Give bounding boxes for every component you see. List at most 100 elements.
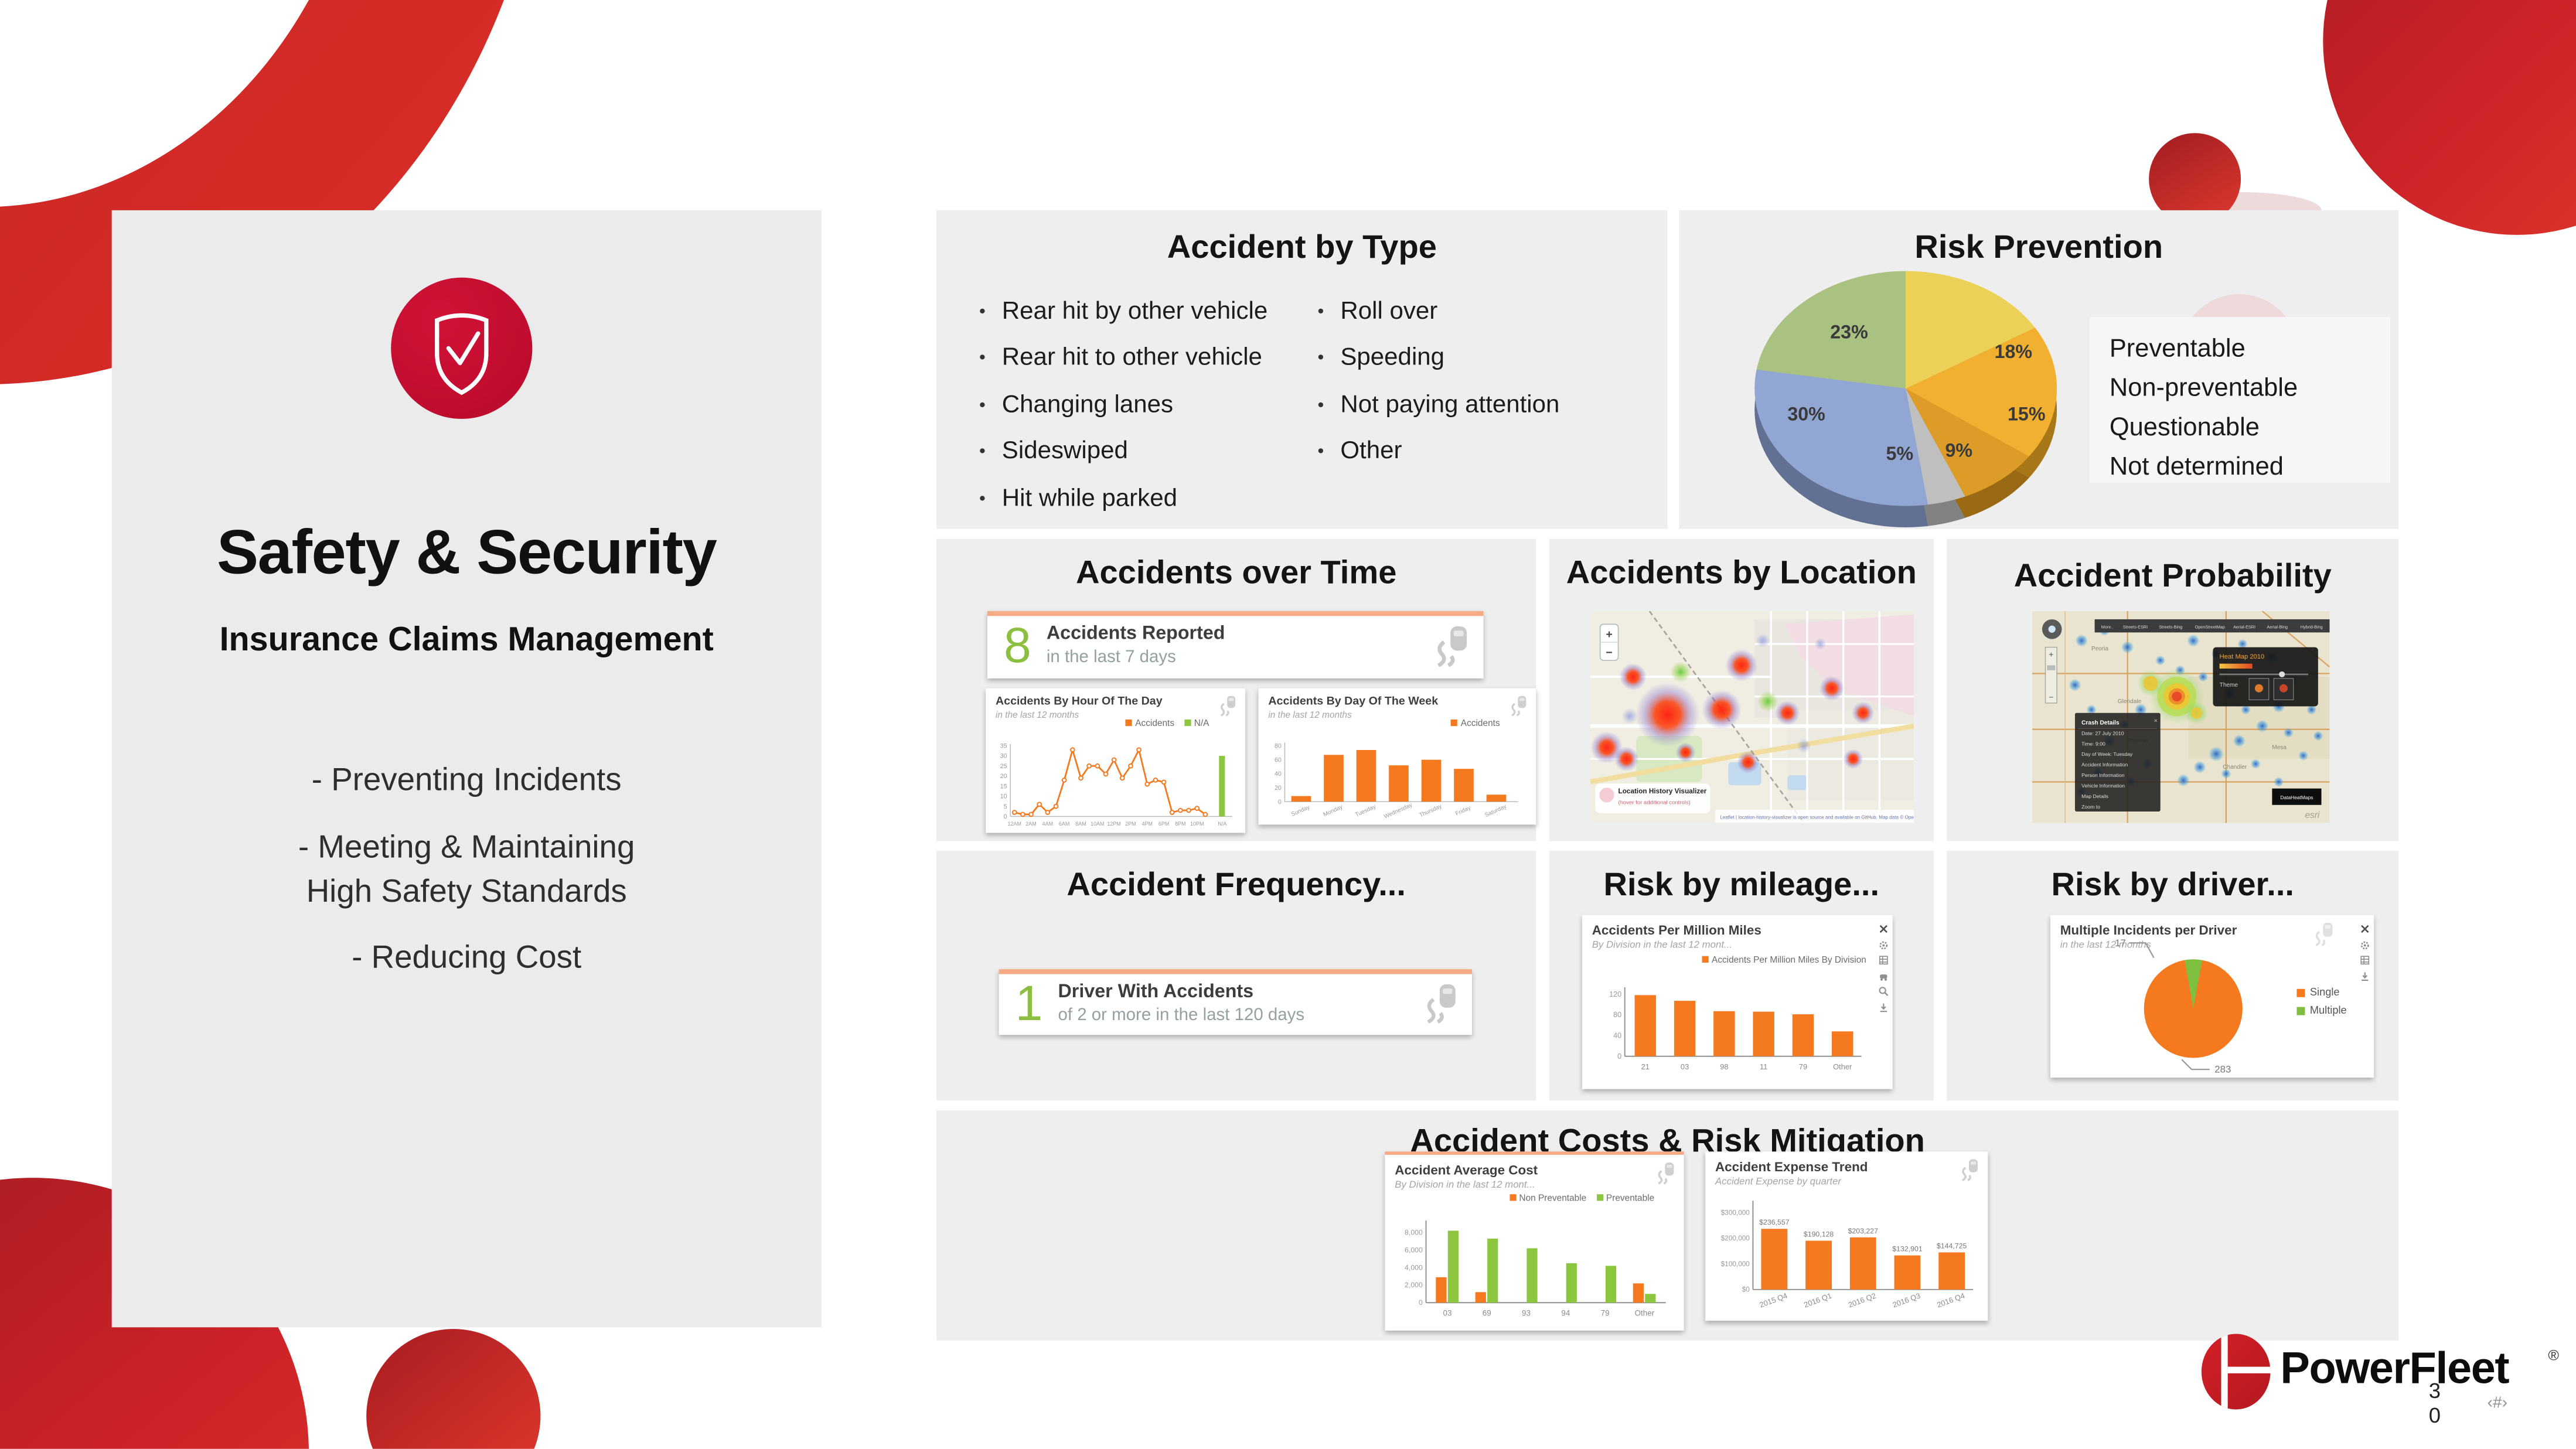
place-label: Peoria [2091,646,2109,652]
svg-text:8,000: 8,000 [1405,1228,1423,1236]
basemap-option: Streets-ESRI [2123,625,2148,630]
basemap-option: Aerial-Bing [2267,625,2288,630]
svg-text:10: 10 [1000,793,1007,800]
kpi-accidents-reported: 8 Accidents Reported in the last 7 days [987,611,1484,679]
panel-title: Accident Frequency... [1066,867,1406,904]
svg-text:6PM: 6PM [1158,821,1169,827]
place-label: Glendale [2118,698,2142,705]
chart-title: Multiple Incidents per Driver [2060,923,2237,938]
powerfleet-logo-mark [2201,1334,2271,1410]
svg-text:120: 120 [1609,990,1621,998]
legend-swatch [1702,956,1709,963]
basemap-option: Hybrid-Bing [2301,625,2323,630]
panel-accidents-by-location: Accidents by Location [1549,538,1934,841]
map-overlay-title: Location History Visualizer [1618,787,1707,795]
chart-legend: Accidents N/A [1125,719,1209,729]
list-item: Sideswiped [979,439,1308,467]
page-subtitle: Insurance Claims Management [219,620,714,659]
svg-text:$190,128: $190,128 [1804,1230,1834,1239]
svg-text:15: 15 [1000,783,1007,790]
svg-text:Monday: Monday [1323,804,1344,818]
svg-text:5: 5 [1004,803,1007,810]
chart-title: Accidents By Day Of The Week [1268,696,1439,708]
svg-text:98: 98 [1720,1062,1728,1071]
zoom-in-button: + [1606,628,1612,641]
accident-type-list-left: Rear hit by other vehicle Rear hit to oth… [979,299,1308,532]
list-item: Not paying attention [1317,392,1630,420]
list-item: - Reducing Cost [352,939,582,976]
panel-title: Accident Probability [2013,558,2332,595]
page-title: Safety & Security [216,519,717,588]
list-item: Preventable [2109,335,2246,363]
card-accidents-by-day: Accidents By Day Of The Week in the last… [1258,688,1536,825]
chart-legend: Accidents Per Million Miles By Division [1702,956,1866,966]
chart-title: Accident Average Cost [1395,1162,1538,1178]
list-item: - Preventing Incidents [311,762,622,799]
chart-legend: Accidents [1450,719,1500,729]
pie-top [1754,271,2057,506]
svg-text:Crash Details: Crash Details [2081,720,2120,726]
svg-text:$200,000: $200,000 [1721,1235,1750,1242]
legend-item: Accidents Per Million Miles By Division [1702,956,1866,966]
svg-text:Person Information: Person Information [2081,772,2125,778]
svg-text:0: 0 [1419,1298,1423,1307]
car-skid-icon [1657,1161,1675,1185]
table-icon [1879,956,1888,965]
map-brand: DataHeatMaps [2280,795,2313,800]
shield-badge [391,277,533,419]
svg-text:21: 21 [1641,1062,1650,1071]
basemap-option: More.. [2101,625,2114,630]
panel-risk-by-mileage: Risk by mileage... Accidents Per Million… [1549,851,1934,1101]
svg-text:4PM: 4PM [1142,821,1153,827]
svg-text:8PM: 8PM [1175,821,1185,827]
accident-type-list-right: Roll over Speeding Not paying attention Oth… [1317,299,1630,485]
crash-details-panel: × Crash Details Date: 27 July 2010 Time: 9… [2074,712,2161,812]
svg-text:2AM: 2AM [1025,821,1036,827]
svg-text:35: 35 [1000,742,1007,749]
kpi-value: 8 [1003,619,1031,674]
svg-text:$100,000: $100,000 [1721,1260,1750,1268]
pie-slice-label: 23% [1830,323,1868,343]
panel-title: Accidents by Location [1566,555,1917,592]
svg-text:2,000: 2,000 [1405,1281,1423,1289]
central-heat-cluster [2137,669,2209,725]
risk-prevention-pie-chart: 18% 15% 9% 5% 30% 23% [1754,271,2057,527]
svg-text:40: 40 [1613,1032,1621,1040]
svg-text:Wednesday: Wednesday [1383,802,1413,820]
basemap-toolbar: More.. Streets-ESRI Streets-Bing OpenStreet… [2101,625,2323,630]
chart-title: Accident Expense Trend [1715,1160,1868,1175]
risk-legend-box: Preventable Non-preventable Questionable No… [2090,317,2391,483]
svg-text:2015 Q4: 2015 Q4 [1759,1291,1789,1310]
car-icon [1880,973,1887,980]
svg-text:−: − [2049,692,2053,701]
panel-title: Risk by driver... [2051,867,2295,904]
pie-slice-label: 9% [1945,442,1973,462]
map-overlay-subtitle: (hover for additional controls) [1618,799,1691,806]
pie-slice-label: 15% [2007,405,2046,426]
legend-swatch [1450,719,1458,727]
svg-text:Other: Other [1635,1309,1655,1318]
panel-accident-by-type: Accident by Type Rear hit by other vehic… [936,210,1668,529]
incidents-per-driver-pie [2144,959,2243,1058]
svg-text:Friday: Friday [1454,804,1471,817]
chart-subtitle: in the last 12 months [2060,941,2151,952]
panel-title: Risk Prevention [1914,230,2163,267]
basemap-option: Streets-Bing [2159,625,2182,630]
basemap-option: Aerial-ESRI [2233,625,2255,630]
decorative-circle-bottom-mid [366,1329,541,1449]
svg-text:Tuesday: Tuesday [1354,803,1377,818]
shield-check-icon [435,313,489,396]
svg-text:80: 80 [1613,1011,1621,1019]
accident-average-cost-chart: 0 2,000 4,000 6,000 8,000 03 69 93 94 79 Other [1405,1220,1666,1318]
car-skid-icon [1511,695,1527,717]
svg-text:94: 94 [1561,1309,1570,1318]
svg-text:N/A: N/A [1218,821,1226,827]
svg-text:2016 Q4: 2016 Q4 [1936,1291,1966,1310]
svg-text:Heat Map 2010: Heat Map 2010 [2220,653,2265,660]
kpi-driver-with-accidents: 1 Driver With Accidents of 2 or more in … [999,969,1473,1035]
location-heatmap-image: + − Location History Visualizer (hover f… [1590,611,1914,823]
decorative-circle-top-right [2323,0,2576,235]
svg-text:40: 40 [1275,770,1282,778]
svg-text:20: 20 [1275,785,1282,792]
